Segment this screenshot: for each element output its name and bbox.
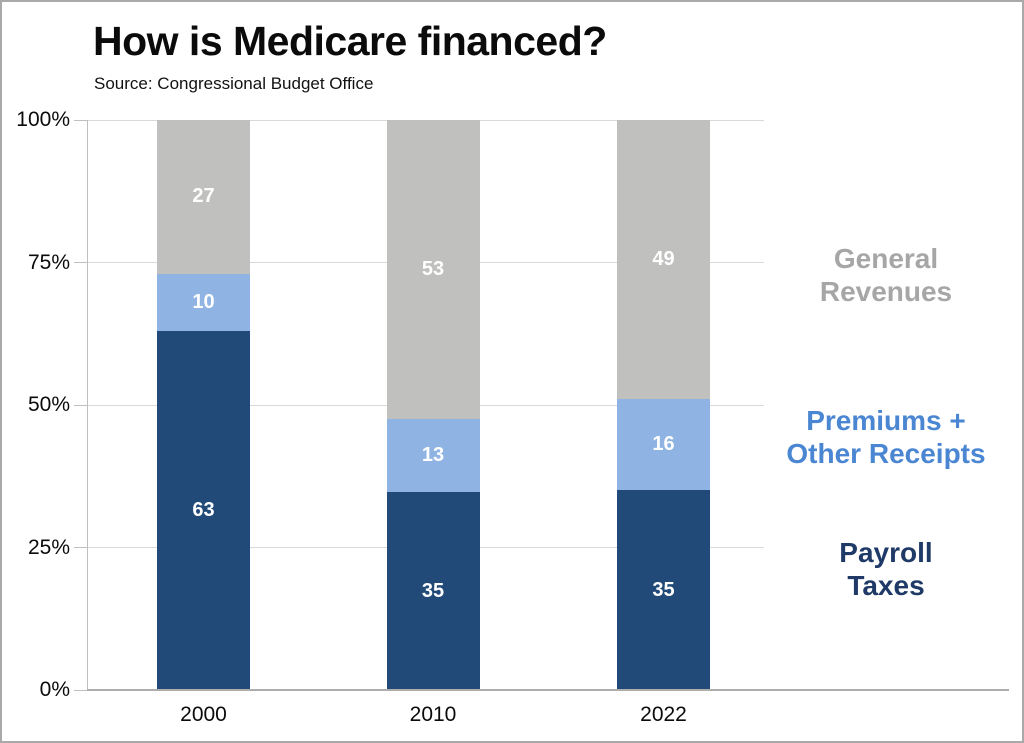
y-axis-tick — [74, 689, 87, 691]
bar-value-label: 13 — [421, 444, 445, 467]
y-axis-tick-label: 100% — [16, 108, 70, 131]
legend-label-line: Payroll — [839, 537, 933, 568]
legend-item-premiums-other-receipts: Premiums + Other Receipts — [760, 404, 1012, 470]
legend-label-line: Revenues — [819, 276, 953, 307]
bar-value-label: 35 — [652, 578, 675, 601]
legend-label-line: Other Receipts — [786, 438, 986, 469]
y-axis-tick — [74, 547, 87, 548]
bar-2010: 53 13 35 — [386, 120, 480, 690]
bar-segment-payroll-taxes: 63 — [157, 330, 250, 690]
bar-value-label: 27 — [192, 185, 215, 208]
y-axis-tick — [74, 404, 87, 406]
bar-segment-general-revenues: 27 — [157, 120, 250, 274]
bar-segment-premiums-other-receipts: 16 — [617, 399, 710, 491]
y-axis-line — [87, 120, 88, 690]
bar-value-label: 53 — [421, 258, 445, 281]
legend-label-line: General — [833, 243, 939, 274]
bar-segment-general-revenues: 49 — [617, 120, 710, 400]
y-axis-tick — [74, 262, 87, 263]
bar-value-label: 63 — [192, 498, 215, 521]
x-axis-label-2000: 2000 — [180, 703, 227, 726]
y-axis-tick-label: 0% — [39, 678, 70, 701]
y-axis-tick — [74, 119, 87, 121]
source-note: Source: Congressional Budget Office — [94, 74, 374, 93]
bar-2000: 27 10 63 — [157, 120, 250, 690]
bar-segment-premiums-other-receipts: 13 — [386, 419, 480, 493]
bar-value-label: 16 — [652, 433, 675, 456]
bar-segment-payroll-taxes: 35 — [386, 492, 480, 690]
bar-value-label: 10 — [192, 290, 215, 313]
y-axis-tick-label: 75% — [27, 250, 70, 274]
y-axis-tick-label: 50% — [27, 393, 70, 416]
chart-title: How is Medicare financed? — [93, 18, 607, 64]
x-axis-line — [87, 689, 1009, 691]
bar-value-label: 35 — [421, 579, 445, 602]
legend-item-payroll-taxes: Payroll Taxes — [760, 536, 1012, 602]
x-axis-label-2022: 2022 — [640, 703, 687, 726]
x-axis-label-2010: 2010 — [409, 703, 457, 726]
legend-item-general-revenues: General Revenues — [760, 242, 1012, 308]
y-axis-tick-label: 25% — [27, 535, 70, 559]
bar-value-label: 49 — [652, 248, 675, 271]
bar-segment-general-revenues: 53 — [386, 120, 480, 420]
bar-segment-payroll-taxes: 35 — [617, 490, 710, 690]
legend-label-line: Premiums + — [806, 405, 966, 436]
bar-segment-premiums-other-receipts: 10 — [157, 273, 250, 331]
bar-2022: 49 16 35 — [617, 120, 710, 690]
legend-label-line: Taxes — [847, 570, 925, 601]
